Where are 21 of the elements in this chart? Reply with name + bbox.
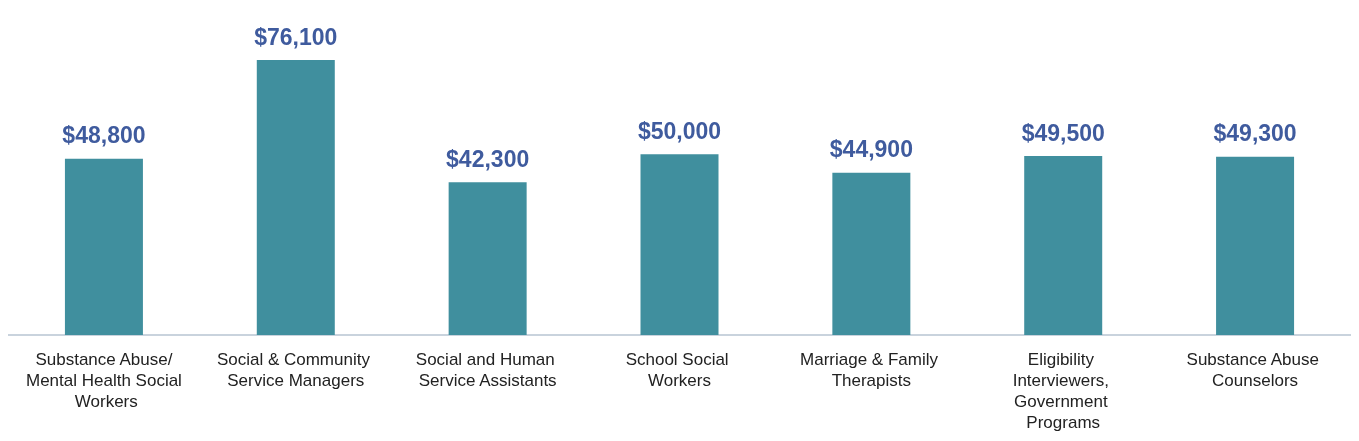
data-label: $49,500 — [1021, 119, 1105, 146]
bar — [1216, 156, 1295, 335]
bar — [64, 158, 143, 335]
data-label: $76,100 — [254, 23, 338, 50]
x-tick-label: School Social Workers — [625, 350, 734, 390]
data-label: $49,300 — [1213, 120, 1297, 147]
data-label: $48,800 — [62, 122, 146, 149]
data-label: $42,300 — [446, 145, 530, 172]
bar — [1024, 156, 1103, 335]
x-tick-label: Eligibility Interviewers, Government Programs — [1012, 350, 1114, 432]
x-tick-label: Substance Abuse Counselors — [1186, 350, 1324, 390]
x-tick-label: Substance Abuse/Mental Health Social Workers — [25, 350, 182, 411]
bar — [832, 172, 911, 335]
bar — [256, 60, 335, 335]
x-tick-label: Social and Human Service Assistants — [415, 350, 560, 390]
x-tick-label: Social & Community Service Managers — [216, 350, 375, 390]
x-tick-label: Marriage & Family Therapists — [800, 350, 943, 390]
bar — [448, 182, 527, 335]
bar — [640, 154, 719, 335]
data-label: $44,900 — [829, 136, 913, 163]
data-label: $50,000 — [637, 117, 722, 144]
